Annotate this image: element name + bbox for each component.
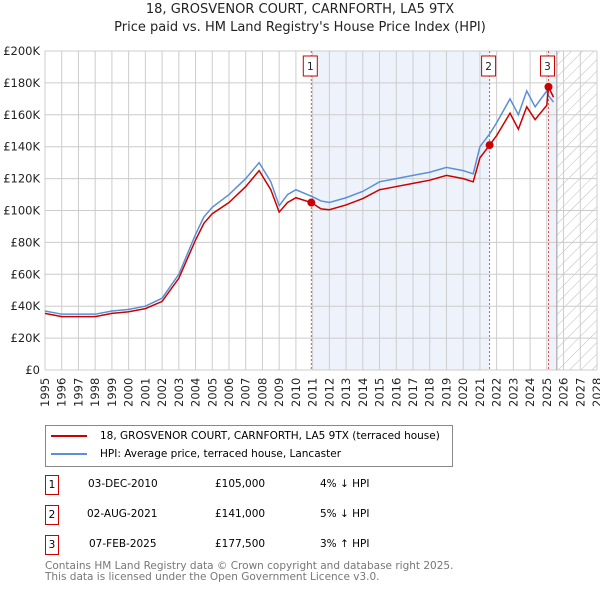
y-tick-label: £60K bbox=[11, 267, 41, 281]
sale-hpi: 5% ↓ HPI bbox=[320, 508, 370, 520]
y-tick-label: £20K bbox=[11, 331, 41, 345]
y-tick-label: £80K bbox=[11, 235, 41, 249]
x-tick-label: 2028 bbox=[590, 378, 600, 407]
footer: Contains HM Land Registry data © Crown c… bbox=[45, 561, 453, 583]
x-tick-label: 2018 bbox=[423, 378, 437, 407]
sale-point bbox=[485, 141, 494, 150]
x-tick-label: 2021 bbox=[473, 378, 487, 407]
x-tick-label: 2024 bbox=[523, 378, 537, 407]
x-tick-label: 2009 bbox=[272, 378, 286, 407]
price-line bbox=[44, 84, 555, 318]
sale-row-2: 2 02-AUG-2021 £141,000 5% ↓ HPI bbox=[45, 505, 445, 525]
sale-date: 07-FEB-2025 bbox=[89, 538, 157, 550]
x-tick-label: 2022 bbox=[490, 378, 504, 407]
footer-line: Contains HM Land Registry data © Crown c… bbox=[45, 560, 454, 572]
x-tick-label: 2005 bbox=[205, 378, 219, 407]
x-tick-label: 2019 bbox=[439, 378, 453, 407]
sale-row-1: 1 03-DEC-2010 £105,000 4% ↓ HPI bbox=[45, 475, 445, 495]
x-tick-label: 2006 bbox=[222, 378, 236, 407]
legend-swatch-hpi bbox=[51, 453, 87, 455]
sale-price: £177,500 bbox=[215, 538, 266, 550]
y-tick-label: £160K bbox=[3, 108, 40, 122]
sale-label: 3 bbox=[544, 61, 551, 73]
sale-date: 03-DEC-2010 bbox=[88, 478, 158, 490]
x-tick-label: 2014 bbox=[356, 378, 370, 407]
sale-label: 2 bbox=[485, 61, 492, 73]
x-tick-label: 2000 bbox=[122, 378, 136, 407]
chart-title: 18, GROSVENOR COURT, CARNFORTH, LA5 9TX bbox=[145, 2, 455, 17]
plot-area: 1995 1996 1997 1998 1999 2000 2001 2002 2003 2004… bbox=[3, 44, 600, 407]
x-tick-label: 2002 bbox=[155, 378, 169, 407]
sale-label-box bbox=[539, 55, 555, 77]
chart-subtitle: Price paid vs. HM Land Registry's House … bbox=[114, 20, 486, 35]
x-tick-label: 2007 bbox=[239, 378, 253, 407]
y-tick-label: £180K bbox=[3, 76, 40, 90]
sale-marker: 3 bbox=[45, 535, 59, 555]
y-tick-label: £200K bbox=[3, 44, 40, 58]
x-tick-label: 2008 bbox=[255, 378, 269, 407]
y-tick-label: £40K bbox=[11, 299, 41, 313]
x-tick-label: 2010 bbox=[289, 378, 303, 407]
y-tick-label: £0 bbox=[25, 363, 40, 377]
x-tick-label: 2004 bbox=[189, 378, 203, 407]
x-tick-label: 2003 bbox=[172, 378, 186, 407]
hpi-line bbox=[44, 88, 555, 315]
sale-label: 1 bbox=[307, 61, 314, 73]
legend-swatch-price bbox=[51, 435, 87, 437]
x-tick-label: 2015 bbox=[373, 378, 387, 407]
x-tick-label: 1999 bbox=[105, 378, 119, 407]
x-tick-label: 2013 bbox=[339, 378, 353, 407]
sale-marker: 1 bbox=[45, 475, 59, 495]
y-tick-label: £120K bbox=[3, 172, 40, 186]
sale-point bbox=[544, 82, 553, 91]
sale-price: £141,000 bbox=[215, 508, 266, 520]
sale-label-box bbox=[481, 55, 497, 77]
x-tick-label: 1995 bbox=[38, 378, 52, 407]
footer-line: This data is licensed under the Open Gov… bbox=[45, 571, 380, 583]
x-tick-label: 2025 bbox=[540, 378, 554, 407]
sale-point bbox=[307, 198, 316, 207]
legend: 18, GROSVENOR COURT, CARNFORTH, LA5 9TX … bbox=[45, 425, 453, 467]
x-tick-label: 1997 bbox=[71, 378, 85, 407]
x-tick-label: 2023 bbox=[506, 378, 520, 407]
sale-row-3: 3 07-FEB-2025 £177,500 3% ↑ HPI bbox=[45, 535, 445, 555]
x-tick-label: 2016 bbox=[389, 378, 403, 407]
legend-label-price: 18, GROSVENOR COURT, CARNFORTH, LA5 9TX … bbox=[100, 430, 440, 442]
x-tick-label: 2001 bbox=[138, 378, 152, 407]
legend-label-hpi: HPI: Average price, terraced house, Lanc… bbox=[100, 448, 342, 460]
x-tick-label: 1998 bbox=[88, 378, 102, 407]
y-tick-label: £100K bbox=[3, 204, 40, 218]
sale-date: 02-AUG-2021 bbox=[87, 508, 158, 520]
sale-price: £105,000 bbox=[215, 478, 266, 490]
sale-hpi: 3% ↑ HPI bbox=[320, 538, 370, 550]
x-tick-label: 2012 bbox=[322, 378, 336, 407]
x-tick-label: 2020 bbox=[456, 378, 470, 407]
sale-label-box bbox=[302, 55, 318, 77]
x-tick-label: 2011 bbox=[306, 378, 320, 407]
x-tick-label: 1996 bbox=[55, 378, 69, 407]
x-tick-label: 2027 bbox=[573, 378, 587, 407]
x-tick-label: 2017 bbox=[406, 378, 420, 407]
sale-hpi: 4% ↓ HPI bbox=[320, 478, 370, 490]
y-tick-label: £140K bbox=[3, 140, 40, 154]
sale-marker: 2 bbox=[45, 505, 59, 525]
x-tick-label: 2026 bbox=[557, 378, 571, 407]
